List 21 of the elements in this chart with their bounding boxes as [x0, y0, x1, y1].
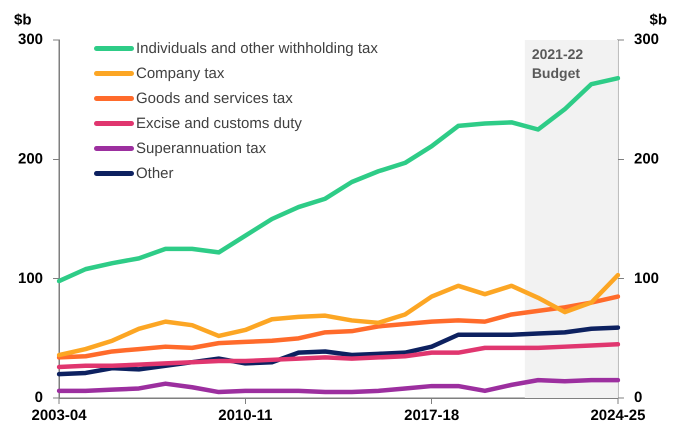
y-tick-label: 100: [18, 270, 44, 287]
y2-tick-label: 0: [634, 389, 642, 406]
legend-label: Superannuation tax: [136, 140, 266, 157]
y2-tick-label: 100: [634, 270, 660, 287]
legend-label: Excise and customs duty: [136, 115, 302, 132]
y2-tick-label: 200: [634, 150, 660, 168]
y-tick-label: 200: [18, 150, 44, 168]
y2-tick-label: 300: [634, 31, 660, 48]
x-tick-label: 2024-25: [590, 407, 646, 424]
x-tick-label: 2003-04: [31, 407, 88, 424]
legend-label: Individuals and other withholding tax: [136, 40, 378, 57]
legend-label: Goods and services tax: [136, 90, 293, 107]
y-tick-label: 0: [34, 389, 44, 406]
y-tick-label: 300: [18, 31, 44, 48]
legend-label: Company tax: [136, 65, 224, 82]
x-tick-label: 2010-11: [218, 407, 272, 424]
legend-label: Other: [136, 165, 174, 182]
text: 2021-22 Budget: [532, 46, 584, 81]
y-axis-title: $b: [14, 12, 32, 29]
y2-axis-title: $b: [649, 12, 667, 29]
x-tick-label: 2017-18: [404, 407, 460, 424]
